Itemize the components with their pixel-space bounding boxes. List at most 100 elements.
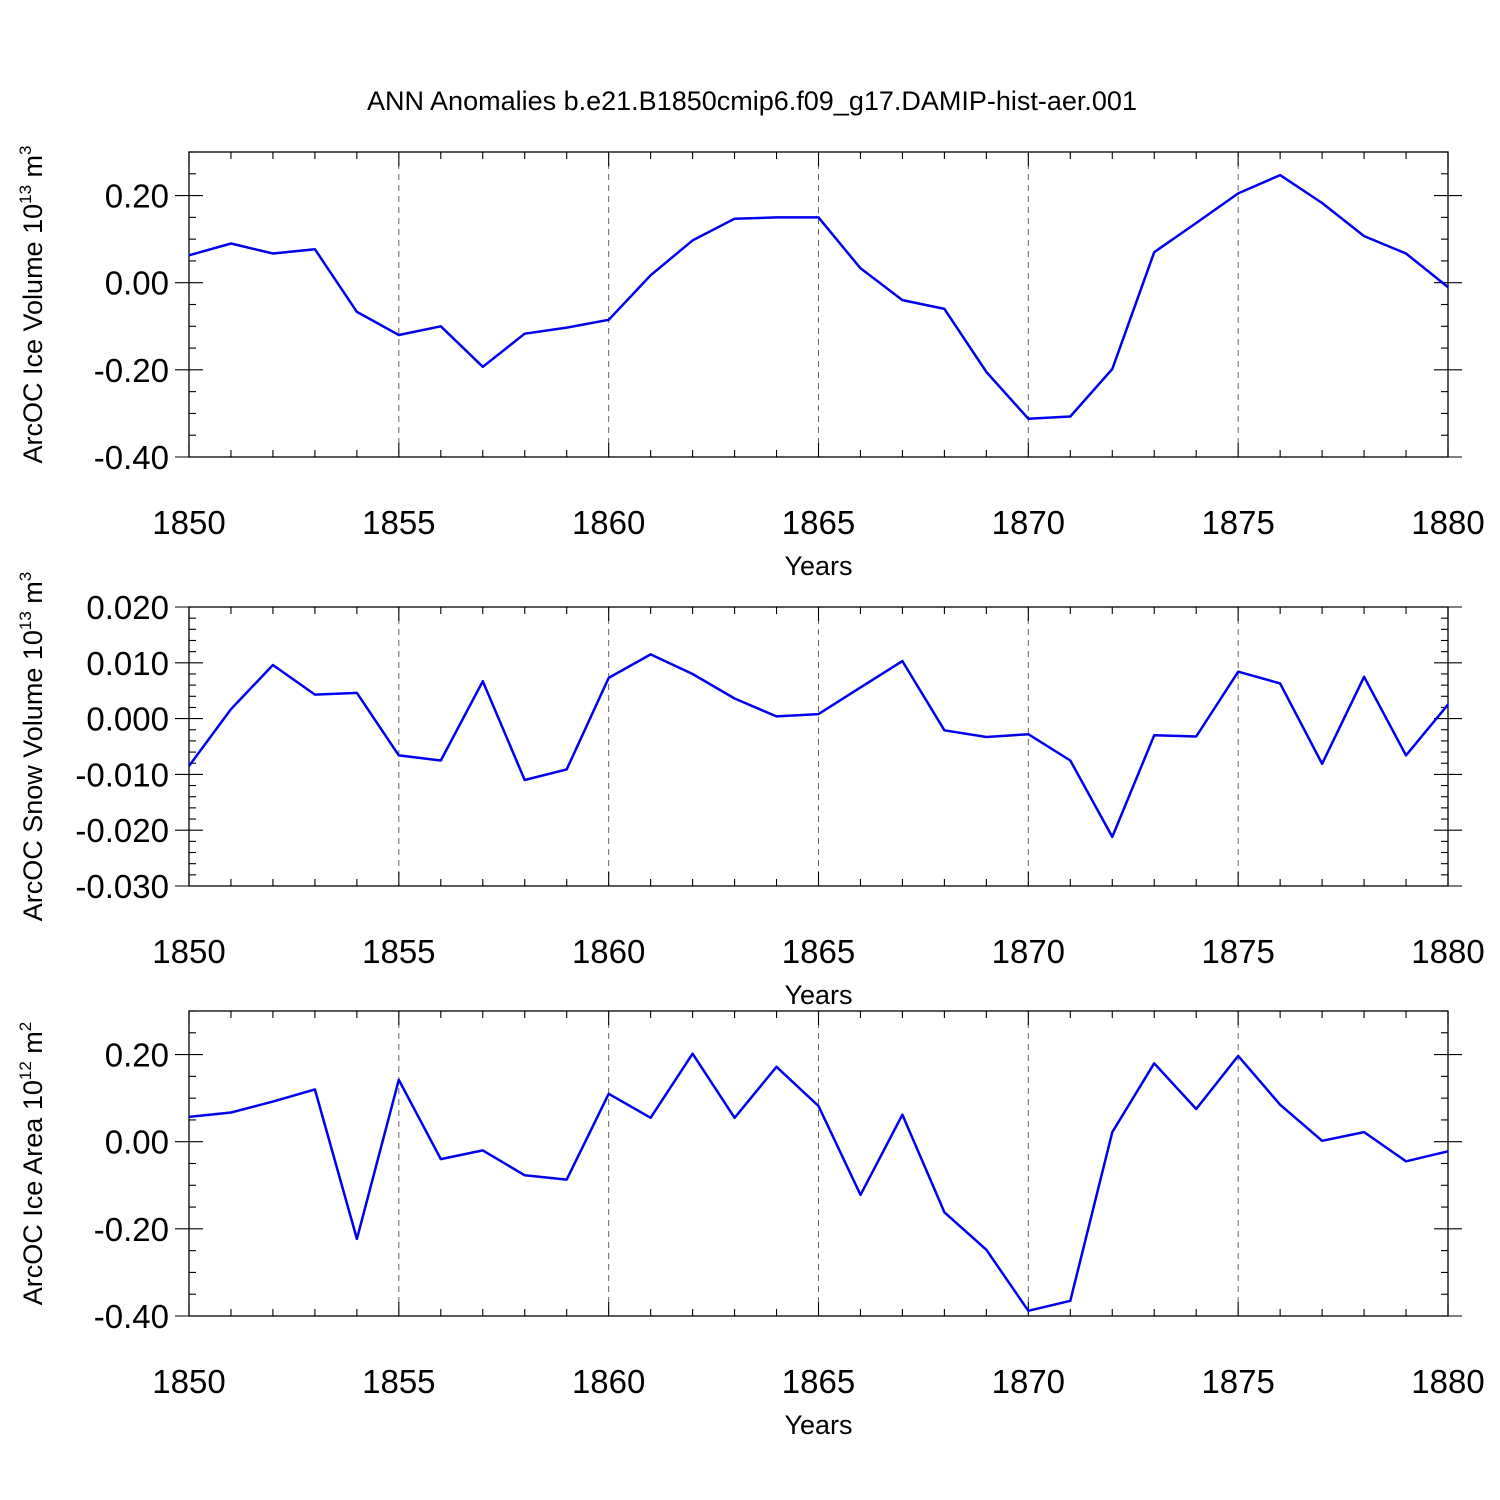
- data-point: [1279, 1103, 1282, 1106]
- data-point: [1153, 1062, 1156, 1065]
- x-tick-label: 1870: [992, 504, 1065, 541]
- y-tick-label: 0.20: [105, 1037, 169, 1074]
- y-axis-label-unit: m: [18, 581, 48, 611]
- data-point: [1405, 754, 1408, 757]
- panel-2: -0.030 -0.020 -0.010 0.000 0.010 0.020 1850 185…: [16, 572, 1485, 1010]
- x-tick-label: 1875: [1201, 504, 1274, 541]
- data-point: [1111, 835, 1114, 838]
- x-tick-label: 1880: [1411, 1363, 1484, 1400]
- data-point: [1069, 1299, 1072, 1302]
- y-axis-label-unit: m: [18, 155, 48, 185]
- data-point: [1405, 252, 1408, 255]
- x-tick-label: 1875: [1201, 1363, 1274, 1400]
- chart-title: ANN Anomalies b.e21.B1850cmip6.f09_g17.D…: [367, 86, 1137, 116]
- data-point: [1237, 670, 1240, 673]
- y-axis-label-main: ArcOC Ice Area 10: [18, 1080, 48, 1305]
- y-axis-label-main: ArcOC Ice Volume 10: [18, 204, 48, 464]
- data-point: [733, 1116, 736, 1119]
- data-point: [355, 691, 358, 694]
- x-tick-label: 1850: [152, 933, 225, 970]
- y-tick-label: 0.00: [105, 1124, 169, 1161]
- x-tick-label: 1855: [362, 1363, 435, 1400]
- x-tick-label: 1865: [782, 504, 855, 541]
- y-axis-label-exponent: 13: [16, 611, 35, 630]
- x-axis-label: Years: [784, 1410, 852, 1440]
- data-point: [901, 1113, 904, 1116]
- data-point: [1405, 1160, 1408, 1163]
- data-point: [817, 1104, 820, 1107]
- x-tick-label: 1855: [362, 933, 435, 970]
- data-point: [523, 332, 526, 335]
- data-point: [1447, 1150, 1450, 1153]
- data-point: [1027, 417, 1030, 420]
- data-point: [607, 1092, 610, 1095]
- y-axis-label-main: ArcOC Snow Volume 10: [18, 630, 48, 921]
- data-point: [1321, 1139, 1324, 1142]
- data-point: [439, 1158, 442, 1161]
- y-tick-label: -0.020: [75, 812, 169, 849]
- y-tick-label: -0.030: [75, 868, 169, 905]
- y-tick-label: -0.20: [94, 1211, 169, 1248]
- panel-1: -0.40 -0.20 0.00 0.20 1850 1855 1860 1865 1870 18…: [16, 145, 1485, 581]
- data-point: [313, 1088, 316, 1091]
- data-point: [1279, 682, 1282, 685]
- data-point: [313, 248, 316, 251]
- data-point: [985, 371, 988, 374]
- data-point: [1069, 759, 1072, 762]
- x-tick-label: 1865: [782, 933, 855, 970]
- data-point: [901, 299, 904, 302]
- y-axis-label-unit-exponent: 2: [16, 1022, 35, 1031]
- data-point: [649, 274, 652, 277]
- y-axis-label-unit: m: [18, 1031, 48, 1061]
- x-tick-label: 1870: [992, 933, 1065, 970]
- y-tick-label: 0.000: [86, 701, 169, 738]
- data-point: [481, 1149, 484, 1152]
- x-tick-label: 1850: [152, 1363, 225, 1400]
- y-tick-label: -0.40: [94, 1298, 169, 1335]
- x-tick-label: 1860: [572, 1363, 645, 1400]
- data-point: [1069, 415, 1072, 418]
- series-line: [188, 1052, 1449, 1313]
- x-axis-label: Years: [784, 980, 852, 1010]
- data-point: [565, 1178, 568, 1181]
- data-point: [1027, 1309, 1030, 1312]
- data-point: [817, 216, 820, 219]
- data-point: [188, 254, 191, 257]
- data-point: [649, 653, 652, 656]
- y-axis-label-exponent: 13: [16, 185, 35, 204]
- data-point: [691, 239, 694, 242]
- data-point: [1153, 251, 1156, 254]
- data-point: [565, 326, 568, 329]
- data-point: [229, 708, 232, 711]
- y-tick-label: -0.20: [94, 352, 169, 389]
- x-tick-label: 1860: [572, 933, 645, 970]
- data-point: [1237, 192, 1240, 195]
- data-point: [859, 267, 862, 270]
- data-point: [397, 754, 400, 757]
- y-axis-label: ArcOC Snow Volume 1013 m3: [16, 572, 48, 922]
- data-point: [1111, 1131, 1114, 1134]
- x-tick-label: 1850: [152, 504, 225, 541]
- x-tick-label: 1865: [782, 1363, 855, 1400]
- x-tick-label: 1855: [362, 504, 435, 541]
- y-tick-label: 0.00: [105, 265, 169, 302]
- data-point: [1363, 675, 1366, 678]
- data-point: [1027, 733, 1030, 736]
- y-axis-label: ArcOC Ice Volume 1013 m3: [16, 145, 48, 463]
- data-point: [1237, 1054, 1240, 1057]
- panel-3: -0.40 -0.20 0.00 0.20 1850 1855 1860 1865 1870 18…: [16, 1010, 1485, 1440]
- data-point: [313, 693, 316, 696]
- data-point: [523, 1174, 526, 1177]
- data-point: [775, 216, 778, 219]
- x-tick-label: 1880: [1411, 933, 1484, 970]
- data-point: [943, 307, 946, 310]
- data-point: [229, 242, 232, 245]
- data-point: [271, 252, 274, 255]
- data-point: [1195, 735, 1198, 738]
- y-tick-label: -0.40: [94, 439, 169, 476]
- data-point: [817, 713, 820, 716]
- data-point: [1153, 734, 1156, 737]
- data-point: [439, 759, 442, 762]
- data-point: [439, 325, 442, 328]
